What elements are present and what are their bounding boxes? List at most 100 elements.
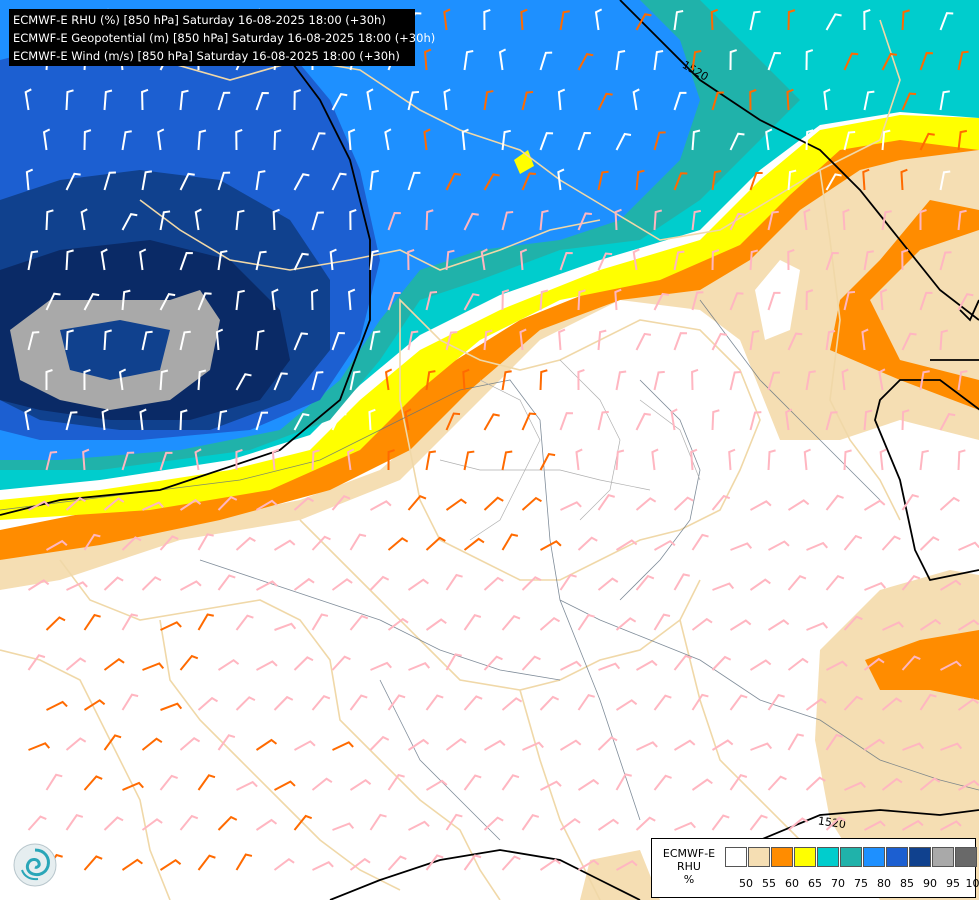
wind-barb — [653, 613, 671, 631]
wind-barb — [559, 10, 570, 31]
wind-barb — [197, 854, 216, 871]
wind-barb — [863, 499, 886, 511]
region-outlines — [439, 359, 701, 541]
wind-barb — [194, 448, 202, 471]
wind-barb — [103, 816, 124, 831]
wind-barb — [728, 448, 736, 471]
wind-barb — [255, 92, 269, 111]
wind-barb — [901, 574, 921, 591]
wind-barb — [521, 496, 542, 511]
wind-barb — [787, 332, 803, 351]
wind-barb — [597, 410, 609, 431]
wind-barb — [255, 250, 267, 271]
wind-barb — [369, 249, 379, 271]
wind-barb — [141, 818, 163, 831]
wind-barb — [501, 697, 523, 711]
wind-barb — [863, 8, 871, 31]
wind-barb — [957, 50, 969, 71]
wind-barb — [539, 452, 556, 471]
wind-barb — [443, 8, 451, 31]
wind-barb — [349, 778, 372, 791]
wind-barb — [45, 773, 63, 791]
wind-barb — [404, 408, 412, 431]
wind-barb — [749, 88, 757, 111]
wind-barb — [501, 450, 513, 471]
title-line-geopotential: ECMWF-E Geopotential (m) [850 hPa] Satur… — [13, 31, 436, 45]
wind-barb — [197, 696, 219, 711]
wind-barb — [45, 209, 54, 231]
wind-barb — [597, 252, 613, 271]
wind-barb — [825, 494, 844, 511]
wind-barb — [273, 857, 295, 871]
legend-tick: 70 — [831, 877, 845, 890]
rivers — [0, 299, 979, 841]
wind-barb — [577, 369, 585, 391]
legend-swatch — [955, 847, 977, 867]
wind-barb — [329, 248, 337, 271]
wind-barb — [710, 8, 719, 31]
wind-barb — [425, 290, 438, 311]
wind-barb — [939, 251, 952, 271]
wind-barb — [235, 128, 243, 151]
wind-barb — [255, 499, 278, 511]
wind-barb — [384, 368, 393, 391]
wind-barb — [919, 52, 933, 71]
wind-barb — [614, 208, 622, 231]
wind-barb — [387, 855, 407, 871]
wind-barb — [540, 780, 562, 791]
wind-barb — [332, 822, 355, 831]
rh-patch-southeast-55 — [865, 630, 979, 700]
wind-barb — [311, 371, 324, 391]
wind-barb — [463, 537, 485, 551]
wind-barb — [957, 698, 979, 711]
wind-barb — [749, 411, 762, 431]
wind-barb — [559, 412, 574, 431]
wind-barb — [560, 501, 582, 511]
wind-barb — [767, 619, 790, 631]
legend-label-unit: % — [683, 873, 695, 886]
legend-swatch — [771, 847, 793, 867]
wind-barb — [673, 250, 685, 271]
wind-barb — [825, 329, 836, 351]
wind-barb — [597, 818, 620, 831]
wind-barb — [445, 412, 461, 431]
wind-barb — [311, 449, 320, 471]
wind-barb — [521, 172, 536, 191]
wind-barb — [274, 622, 297, 631]
wind-barb — [425, 370, 436, 391]
wind-barb — [767, 693, 785, 711]
wind-barb — [787, 499, 810, 511]
wind-barb — [577, 859, 600, 871]
legend-label-variable: RHU — [677, 860, 701, 873]
wind-barb — [670, 408, 678, 431]
wind-barb — [653, 292, 670, 311]
wind-barb — [83, 369, 91, 391]
wind-barb — [957, 129, 968, 151]
wind-barb — [255, 170, 266, 191]
wind-barb — [197, 292, 212, 311]
wind-barb — [577, 778, 600, 791]
wind-barb — [691, 778, 713, 791]
wind-barb — [730, 542, 753, 551]
wind-barb — [957, 449, 966, 471]
wind-barb — [806, 622, 829, 631]
wind-barb — [271, 288, 279, 311]
wind-barb — [407, 738, 430, 751]
wind-barb — [957, 209, 967, 231]
wind-barb — [121, 693, 139, 711]
wind-barb — [407, 90, 420, 111]
wind-barb — [520, 8, 528, 31]
wind-barb — [463, 50, 474, 71]
wind-barb — [615, 539, 638, 551]
wind-barb — [501, 855, 521, 871]
wind-barb — [235, 289, 245, 311]
wind-barb — [194, 208, 202, 231]
wind-barb — [501, 211, 514, 231]
wind-barb — [103, 89, 113, 111]
wind-barb — [787, 657, 809, 671]
wind-barb — [217, 734, 236, 751]
wind-barb — [103, 658, 125, 671]
wind-barb — [825, 411, 838, 431]
wind-barb — [235, 614, 254, 631]
wind-barb — [445, 172, 461, 191]
